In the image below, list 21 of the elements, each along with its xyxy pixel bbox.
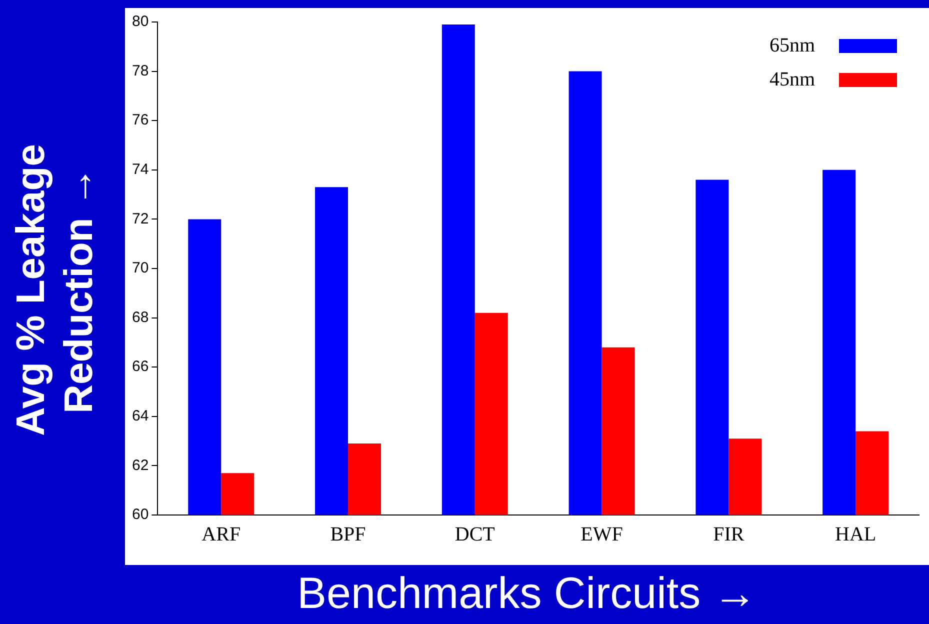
y-tick-label: 76 (132, 112, 149, 129)
x-tick-label: ARF (202, 523, 241, 546)
legend-label: 45nm (769, 68, 816, 90)
x-tick-label: EWF (580, 523, 623, 546)
y-tick-label: 68 (132, 308, 149, 326)
y-tick-label: 78 (132, 62, 149, 80)
y-tick-label: 72 (132, 210, 149, 228)
x-tick-label: HAL (835, 523, 876, 546)
y-tick-label: 64 (132, 408, 149, 425)
x-axis-title: Benchmarks Circuits → (296, 568, 758, 620)
y-tick-label: 60 (132, 506, 149, 524)
y-tick-label: 62 (132, 456, 149, 474)
y-axis-title: Avg % Leakage Reduction → (8, 143, 102, 438)
x-tick-label: FIR (713, 523, 745, 546)
y-tick-label: 80 (132, 13, 149, 30)
legend-label: 65nm (769, 34, 816, 56)
y-tick-label: 70 (132, 260, 149, 277)
x-tick-label: BPF (330, 523, 366, 546)
x-tick-label: DCT (454, 523, 495, 546)
y-tick-label: 74 (132, 161, 149, 178)
y-tick-label: 66 (132, 358, 149, 376)
